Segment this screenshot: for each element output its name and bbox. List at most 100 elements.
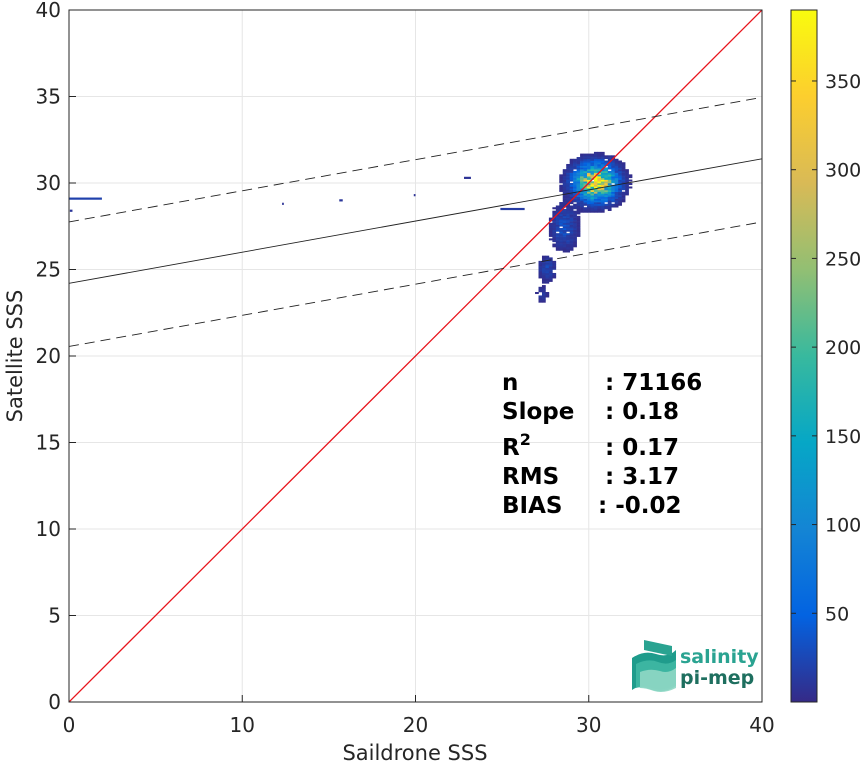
density-cell: [569, 233, 574, 236]
density-cell: [597, 176, 602, 179]
density-cell: [562, 177, 567, 180]
density-cell: [597, 184, 602, 187]
density-cell: [611, 177, 616, 180]
density-cell: [614, 170, 619, 173]
density-cell: [607, 205, 612, 208]
density-cell: [580, 163, 584, 166]
density-cell: [621, 174, 626, 177]
density-cell: [555, 221, 560, 224]
density-cell: [545, 267, 550, 270]
density-cell: [562, 222, 567, 225]
density-cell: [576, 158, 581, 161]
density-cell: [576, 160, 581, 163]
density-cell: [562, 200, 567, 203]
density-cell: [562, 217, 567, 220]
density-cell: [600, 169, 605, 172]
density-cell: [573, 217, 577, 220]
density-cell: [604, 189, 609, 192]
density-cell: [559, 205, 564, 208]
density-cell: [607, 155, 612, 158]
density-cell: [500, 207, 525, 211]
density-cell: [559, 203, 564, 206]
density-cell: [593, 167, 598, 170]
density-cell: [580, 210, 584, 213]
density-cell: [597, 167, 602, 170]
density-cell: [566, 163, 570, 166]
density-cell: [593, 160, 598, 163]
density-cell: [573, 179, 577, 182]
density-cell: [600, 163, 605, 166]
density-cell: [590, 172, 595, 175]
density-cell: [569, 183, 574, 186]
density-cell: [569, 217, 574, 220]
density-cell: [614, 160, 619, 163]
density-cell: [559, 214, 564, 217]
density-cell: [625, 191, 629, 194]
density-cell: [587, 167, 591, 170]
density-cell: [562, 250, 567, 253]
density-cell: [566, 224, 570, 227]
density-cell: [600, 183, 605, 186]
density-cell: [573, 245, 577, 248]
density-cell: [559, 186, 564, 189]
density-cell: [545, 276, 550, 279]
density-cell: [597, 155, 602, 158]
density-cell: [621, 191, 626, 194]
density-cell: [541, 278, 546, 281]
density-cell: [611, 203, 616, 206]
colorbar: 50 100 150 200 250 300 350: [790, 9, 861, 703]
density-cell: [597, 207, 602, 210]
density-cell: [621, 181, 626, 184]
density-cell: [566, 234, 570, 237]
density-cell: [625, 184, 629, 187]
density-cell: [576, 234, 581, 237]
density-cell: [573, 233, 577, 236]
y-axis-title: Satellite SSS: [3, 290, 27, 423]
density-cell: [339, 199, 343, 202]
density-cell: [552, 231, 557, 234]
density-cell: [548, 234, 553, 237]
density-cell: [555, 214, 560, 217]
density-cell: [618, 191, 622, 194]
density-cell: [559, 247, 564, 250]
density-cell: [614, 181, 619, 184]
density-cell: [618, 176, 622, 179]
density-cell: [555, 240, 560, 243]
density-cell: [559, 188, 564, 191]
density-cell: [538, 267, 543, 270]
density-cell: [621, 163, 626, 166]
density-cell: [569, 167, 574, 170]
density-cell: [590, 163, 595, 166]
density-cell: [566, 191, 570, 194]
stat-r2-value: : 0.17: [605, 435, 679, 461]
density-cell: [618, 196, 622, 199]
density-cell: [587, 158, 591, 161]
density-cell: [587, 176, 591, 179]
density-cell: [555, 208, 560, 211]
stat-n-value: : 71166: [605, 370, 702, 396]
density-cell: [569, 193, 574, 196]
density-cell: [541, 266, 546, 269]
density-cell: [569, 196, 574, 199]
density-cell: [597, 163, 602, 166]
density-cell: [597, 165, 602, 168]
density-cell: [559, 210, 564, 213]
density-cell: [552, 274, 557, 277]
density-cell: [590, 153, 595, 156]
x-tick-label: 40: [749, 713, 774, 737]
density-cell: [580, 158, 584, 161]
stat-n-label: n: [502, 370, 518, 396]
density-cell: [587, 207, 591, 210]
density-cell: [552, 222, 557, 225]
density-cell: [625, 172, 629, 175]
density-cell: [628, 176, 633, 179]
density-cell: [548, 266, 553, 269]
density-cell: [618, 200, 622, 203]
density-cell: [611, 200, 616, 203]
density-cell: [593, 195, 598, 198]
stat-slope-label: Slope: [502, 399, 574, 425]
density-cell: [593, 169, 598, 172]
density-cell: [611, 169, 616, 172]
density-cell: [569, 174, 574, 177]
density-cell: [576, 179, 581, 182]
